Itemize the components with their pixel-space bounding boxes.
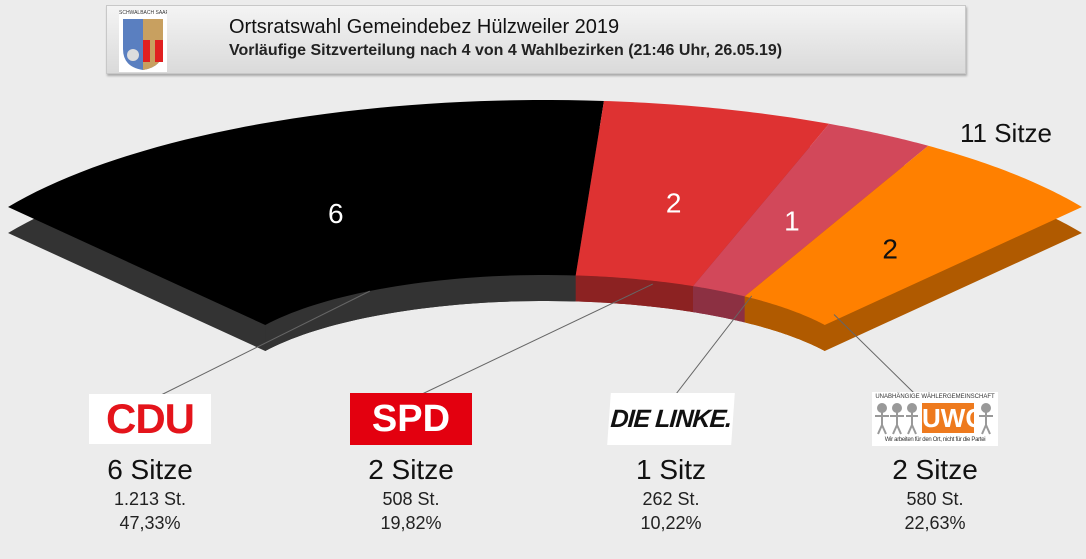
crest-text: SCHWALBACH SAAR <box>119 10 167 16</box>
uwg-logo-name: UWG <box>922 403 986 433</box>
leader-line <box>419 283 653 396</box>
crest-logo: SCHWALBACH SAAR <box>119 10 167 72</box>
segment-front <box>693 286 745 323</box>
party-seats: 6 Sitze <box>107 454 193 485</box>
party-seats: 1 Sitz <box>635 454 707 485</box>
uwg-logo-top: UNABHÄNGIGE WÄHLERGEMEINSCHAFT <box>875 394 995 400</box>
segment-front <box>575 275 694 313</box>
segment-1[interactable] <box>575 100 830 287</box>
spd-logo: SPD <box>311 392 511 446</box>
segment-seat-label: 6 <box>328 198 344 229</box>
party-votes: 1.213 St. <box>113 489 187 509</box>
party-uwg: UNABHÄNGIGE WÄHLERGEMEINSCHAFT UWG Wir a… <box>835 392 1035 534</box>
party-votes: 262 St. <box>642 489 700 509</box>
segment-seat-label: 2 <box>882 233 898 264</box>
uwg-logo: UNABHÄNGIGE WÄHLERGEMEINSCHAFT UWG Wir a… <box>835 392 1035 446</box>
total-seats: 11 Sitze <box>960 118 1053 148</box>
linke-logo: DIE LINKE. <box>571 392 771 446</box>
leader-line <box>833 314 916 395</box>
party-percent: 47,33% <box>119 513 181 533</box>
segment-seat-label: 1 <box>784 205 800 236</box>
uwg-logo-bottom: Wir arbeiten für den Ort, nicht für die … <box>884 437 986 443</box>
party-percent: 22,63% <box>904 513 966 533</box>
party-seats: 2 Sitze <box>892 454 978 485</box>
header: SCHWALBACH SAAR Ortsratswahl Gemeindebez… <box>106 5 966 74</box>
segment-front <box>744 296 825 351</box>
chart-subtitle: Vorläufige Sitzverteilung nach 4 von 4 W… <box>229 42 783 59</box>
party-spd: SPD 2 Sitze 508 St. 19,82% <box>311 392 511 534</box>
party-seats: 2 Sitze <box>368 454 454 485</box>
leader-line <box>154 290 370 399</box>
segment-3[interactable] <box>744 145 1082 325</box>
segment-seat-label: 2 <box>666 187 682 218</box>
segment-2[interactable] <box>693 123 929 297</box>
party-cdu: CDU 6 Sitze 1.213 St. 47,33% <box>50 392 250 534</box>
cdu-logo: CDU <box>50 392 250 446</box>
party-votes: 580 St. <box>906 489 964 509</box>
party-percent: 19,82% <box>380 513 442 533</box>
segment-front <box>265 275 576 351</box>
party-linke: DIE LINKE. 1 Sitz 262 St. 10,22% <box>571 392 771 534</box>
leader-line <box>675 295 753 395</box>
party-votes: 508 St. <box>382 489 440 509</box>
people-icon <box>875 403 993 435</box>
segment-0[interactable] <box>8 100 604 325</box>
party-percent: 10,22% <box>640 513 702 533</box>
chart-title: Ortsratswahl Gemeindebez Hülzweiler 2019 <box>229 16 620 38</box>
